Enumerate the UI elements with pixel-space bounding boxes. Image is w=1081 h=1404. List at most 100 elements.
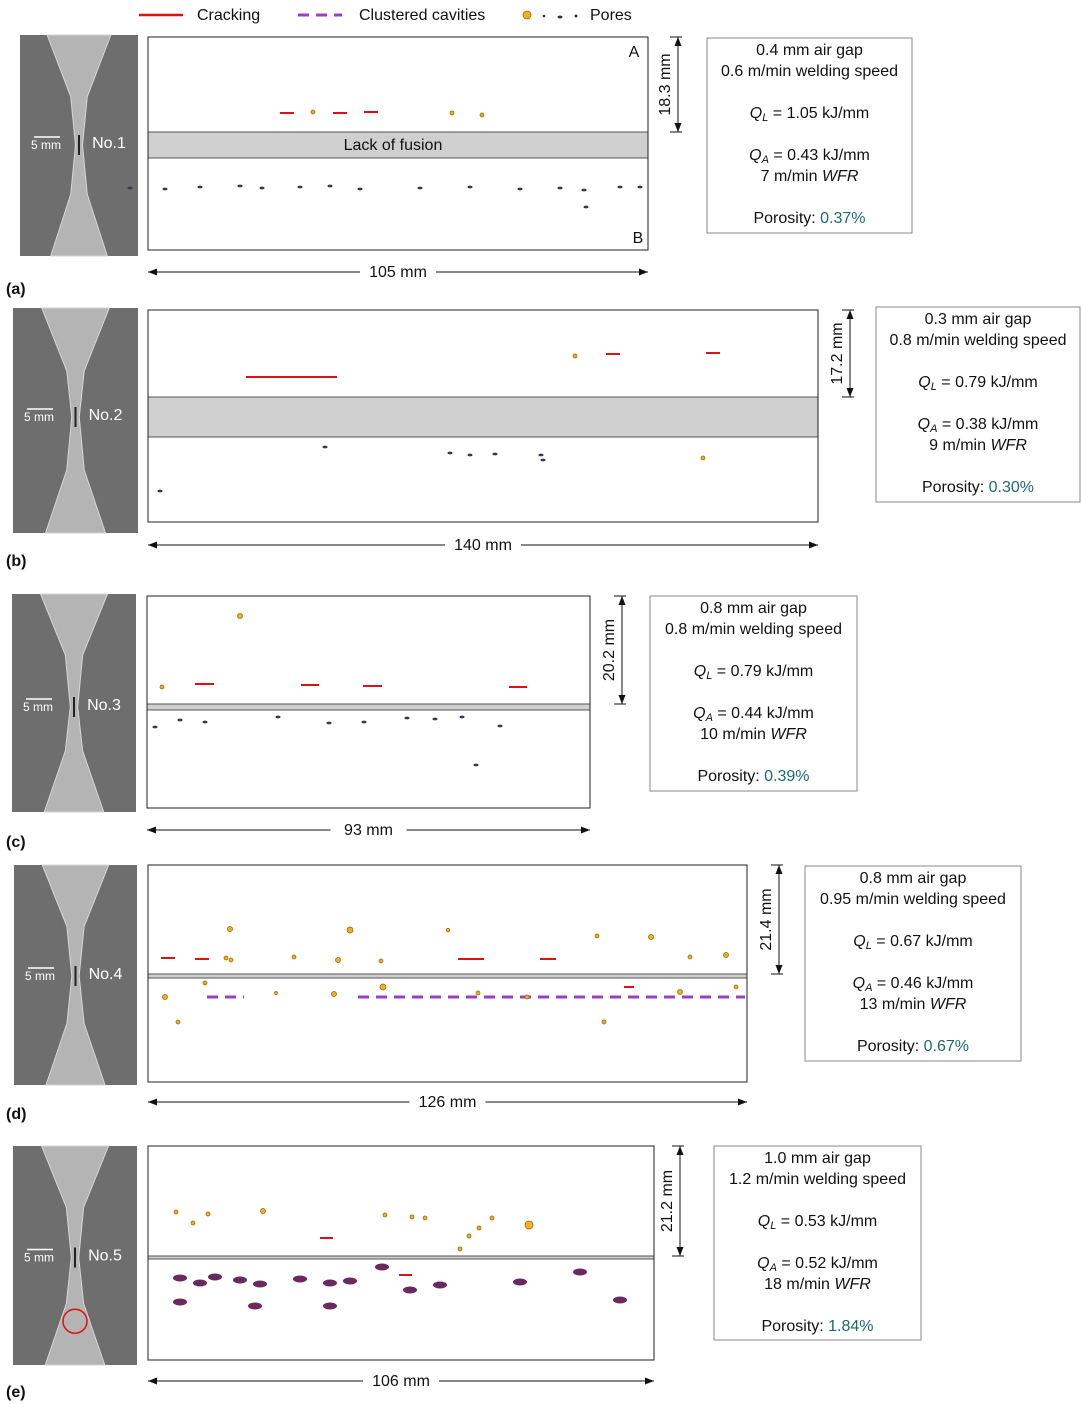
heat-value: = 1.05 kJ/mm: [768, 105, 869, 122]
lack-of-fusion-band: [147, 1255, 655, 1260]
pore: [173, 1209, 179, 1215]
scale-label: 5 mm: [24, 1251, 54, 1265]
specimen-label: No.1: [92, 135, 126, 152]
weld-map: [147, 1145, 655, 1361]
pore-speck: [583, 205, 589, 209]
panel-label: (e): [6, 1384, 26, 1401]
heat-value: = 0.44 kJ/mm: [713, 705, 814, 722]
heat-input: QL = 0.67 kJ/mm: [853, 933, 973, 952]
pore-speck: [467, 185, 473, 189]
pore-speck: [197, 185, 203, 189]
length-label-bg: [363, 1371, 439, 1391]
pore: [379, 983, 387, 991]
heat-value: = 0.43 kJ/mm: [769, 147, 870, 164]
legend-label: Pores: [590, 7, 632, 24]
info-line: 0.8 mm air gap: [860, 870, 967, 887]
pore: [202, 980, 208, 986]
thickness-label: 20.2 mm: [601, 619, 618, 681]
info-line: 0.6 m/min welding speed: [721, 63, 898, 80]
heat-input: QL = 1.05 kJ/mm: [750, 105, 870, 124]
pore-speck: [152, 725, 158, 729]
pore-speck: [173, 1274, 187, 1282]
porosity: Porosity: 1.84%: [761, 1318, 873, 1335]
pore-speck: [327, 184, 333, 188]
pore: [378, 958, 384, 964]
heat-input: QL = 0.53 kJ/mm: [758, 1213, 878, 1232]
pore-speck: [127, 186, 133, 190]
pore-speck: [513, 1278, 527, 1286]
info-line: 1.2 m/min welding speed: [729, 1171, 906, 1188]
legend-pore-speck: [557, 15, 563, 19]
pore-speck: [361, 720, 367, 724]
info-line: 0.4 mm air gap: [756, 42, 863, 59]
arrow-head: [809, 541, 818, 549]
pore-speck: [343, 1277, 357, 1285]
legend: Cracking Clustered cavities Pores: [139, 7, 632, 24]
wfr-value: 18 m/min: [764, 1276, 834, 1293]
heat-symbol: Q: [918, 416, 930, 433]
pore-speck: [157, 489, 163, 493]
heat-input: QL = 0.79 kJ/mm: [918, 374, 1038, 393]
pore: [223, 955, 229, 961]
pore-speck: [275, 715, 281, 719]
info-line: 0.8 m/min welding speed: [890, 332, 1067, 349]
heat-input: QA = 0.38 kJ/mm: [918, 416, 1039, 435]
info-box: [706, 37, 913, 234]
arrow-head: [639, 268, 648, 276]
pore: [346, 926, 354, 934]
porosity: Porosity: 0.37%: [753, 210, 865, 227]
heat-subscript: L: [866, 940, 872, 952]
thickness-label: 21.4 mm: [758, 888, 775, 950]
wire-feed-rate: 9 m/min WFR: [929, 437, 1027, 454]
pore-speck: [581, 188, 587, 192]
pore-speck: [237, 184, 243, 188]
pore-speck: [177, 718, 183, 722]
arrow-head: [775, 965, 783, 974]
pore: [572, 353, 578, 359]
pore: [489, 1215, 495, 1221]
scale-label: 5 mm: [25, 969, 55, 983]
wfr-value: 13 m/min: [860, 996, 930, 1013]
legend-pore-speck: [574, 14, 578, 18]
legend-label: Cracking: [197, 7, 260, 24]
heat-subscript: A: [761, 154, 769, 166]
heat-symbol: Q: [918, 374, 930, 391]
info-line: 0.95 m/min welding speed: [820, 891, 1006, 908]
heat-input: QA = 0.44 kJ/mm: [693, 705, 814, 724]
arrow-head: [581, 826, 590, 834]
pore-speck: [193, 1279, 207, 1287]
heat-subscript: A: [769, 1262, 777, 1274]
pore-speck: [162, 187, 168, 191]
pore: [260, 1208, 266, 1214]
heat-value: = 0.67 kJ/mm: [872, 933, 973, 950]
weld-map: [147, 864, 748, 1083]
pore: [227, 926, 233, 932]
porosity-label: Porosity:: [753, 210, 820, 227]
length-label-bg: [330, 820, 407, 840]
info-box: [713, 1145, 922, 1341]
pore: [601, 1019, 607, 1025]
side-label: A: [629, 44, 640, 61]
pore-speck: [233, 1276, 247, 1284]
porosity-label: Porosity:: [761, 1318, 828, 1335]
pore-speck: [617, 185, 623, 189]
heat-subscript: L: [706, 670, 712, 682]
pore: [594, 933, 600, 939]
pore-speck: [637, 185, 643, 189]
info-line: 1.0 mm air gap: [764, 1150, 871, 1167]
length-label: 105 mm: [369, 264, 427, 281]
heat-subscript: L: [770, 1220, 776, 1232]
wfr-unit: WFR: [834, 1276, 871, 1293]
pore: [382, 1212, 388, 1218]
pore-speck: [248, 1302, 262, 1310]
pore-speck: [497, 724, 503, 728]
arrow-head: [148, 1098, 157, 1106]
wfr-unit: WFR: [770, 726, 807, 743]
heat-input: QA = 0.46 kJ/mm: [853, 975, 974, 994]
length-label: 126 mm: [419, 1094, 477, 1111]
porosity-label: Porosity:: [922, 479, 989, 496]
pore: [335, 957, 341, 963]
heat-input: QA = 0.43 kJ/mm: [749, 147, 870, 166]
porosity-value: 0.37%: [820, 210, 865, 227]
arrow-head: [618, 695, 626, 704]
